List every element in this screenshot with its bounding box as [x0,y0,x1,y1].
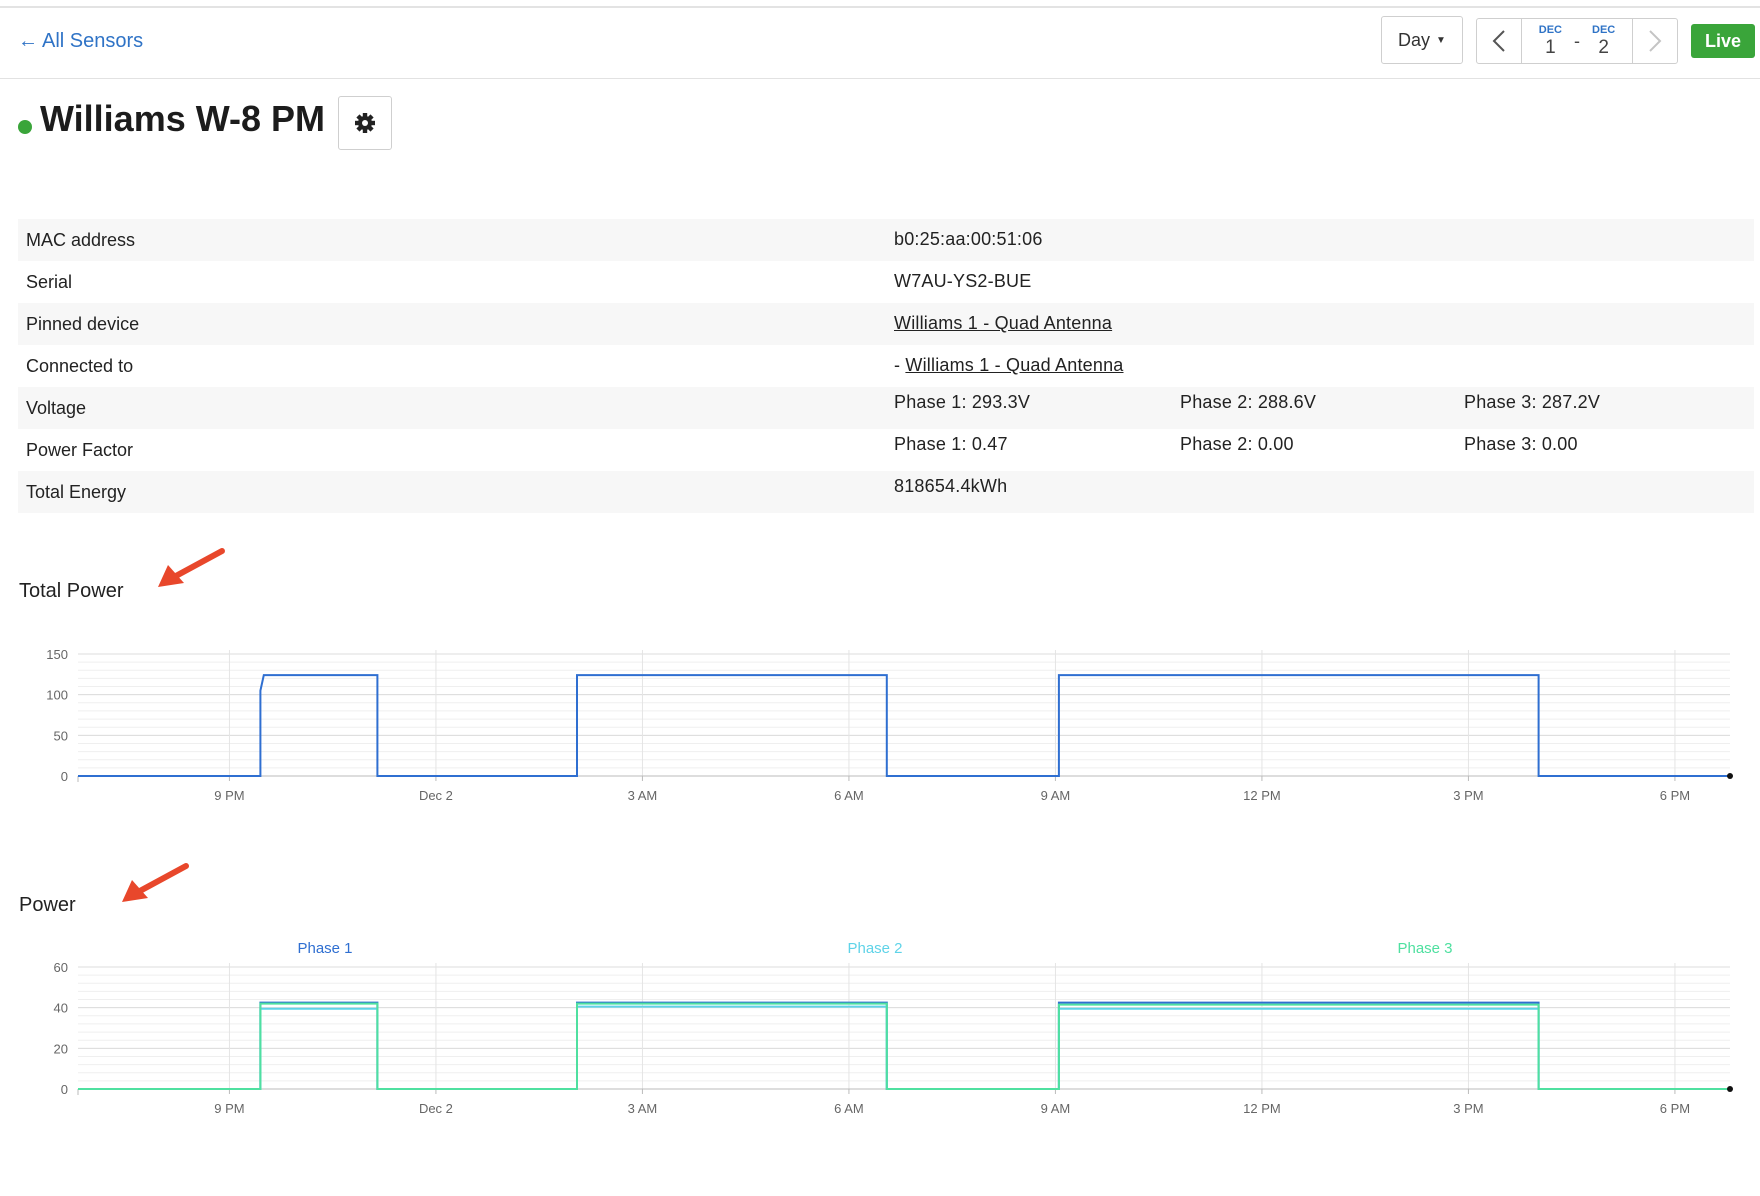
x-tick-label: 9 PM [214,1101,244,1116]
series-end-dot [1727,773,1733,779]
caret-down-icon: ▼ [1436,34,1446,46]
series-end-dot [1727,1086,1733,1092]
chevron-left-icon [1492,30,1505,52]
total-power-chart: 0 50 100 150 9 PM Dec 2 3 AM 6 AM 9 AM 12 PM 3 PM 6… [46,647,1733,803]
annotation-arrow-icon [122,863,189,902]
y-tick-label: 0 [61,769,68,784]
start-date-day: 1 [1545,37,1556,58]
voltage-phase-3: Phase 3: 287.2V [1464,392,1601,412]
info-row-energy: Total Energy 818654.4kWh [18,471,1754,513]
toolbar: ← All Sensors Day ▼ DEC 1 - DEC 2 Live [0,8,1760,79]
y-tick-label: 40 [54,1001,68,1016]
voltage-label: Voltage [26,398,87,418]
top-border [0,0,1760,8]
connected-value: - Williams 1 - Quad Antenna [894,355,1124,376]
voltage-phase-1: Phase 1: 293.3V [894,392,1031,412]
y-tick-label: 20 [54,1041,68,1056]
info-row-serial: Serial W7AU-YS2-BUE [18,261,1754,303]
info-row-mac: MAC address b0:25:aa:00:51:06 [18,219,1754,261]
gear-icon [355,113,375,133]
connected-prefix: - [894,355,901,375]
series-line-1 [78,674,1730,777]
start-date: DEC 1 [1538,24,1562,58]
range-select-value: Day [1398,29,1431,50]
sensor-info-table: MAC address b0:25:aa:00:51:06 Serial W7A… [18,219,1754,513]
energy-label: Total Energy [26,482,127,502]
all-sensors-label: All Sensors [42,30,144,52]
sensor-title: Williams W-8 PM [40,98,325,139]
total-power-title: Total Power [19,580,124,602]
date-separator: - [1574,30,1580,51]
annotation-arrow-icon [158,548,225,587]
chevron-right-icon [1649,30,1662,52]
info-row-voltage: Voltage Phase 1: 293.3V Phase 2: 288.6V … [18,387,1754,429]
connected-label: Connected to [26,356,134,376]
voltage-phase-2: Phase 2: 288.6V [1180,392,1317,412]
connected-device-link[interactable]: Williams 1 - Quad Antenna [905,355,1124,375]
x-tick-label: 9 PM [214,788,244,803]
mac-value: b0:25:aa:00:51:06 [894,229,1043,249]
pinned-label: Pinned device [26,314,140,334]
x-tick-label: 9 AM [1041,1101,1071,1116]
info-row-power-factor: Power Factor Phase 1: 0.47 Phase 2: 0.00… [18,429,1754,471]
y-tick-label: 150 [46,647,68,662]
end-date-day: 2 [1598,37,1609,58]
previous-range-button[interactable] [1477,19,1522,63]
x-tick-label: 12 PM [1243,788,1281,803]
power-factor-label: Power Factor [26,440,134,460]
next-range-button[interactable] [1632,19,1677,63]
y-tick-label: 0 [61,1082,68,1097]
back-arrow-icon: ← [18,30,38,52]
date-range-navigator: DEC 1 - DEC 2 [1476,18,1678,64]
legend-item-3: Phase 3 [1397,940,1452,957]
range-select[interactable]: Day ▼ [1381,16,1463,64]
status-indicator [18,120,32,134]
x-tick-label: 3 PM [1453,788,1483,803]
info-row-pinned: Pinned device Williams 1 - Quad Antenna [18,303,1754,345]
pinned-device-link[interactable]: Williams 1 - Quad Antenna [894,313,1113,333]
power-factor-phase-3: Phase 3: 0.00 [1464,434,1578,454]
power-factor-phase-2: Phase 2: 0.00 [1180,434,1294,454]
x-tick-label: 6 PM [1660,788,1690,803]
legend-item-1: Phase 1 [297,940,352,957]
date-range[interactable]: DEC 1 - DEC 2 [1522,19,1632,63]
info-row-connected: Connected to - Williams 1 - Quad Antenna [18,345,1754,387]
x-tick-label: 3 AM [628,788,658,803]
serial-value: W7AU-YS2-BUE [894,271,1032,291]
start-date-month: DEC [1538,24,1562,36]
mac-label: MAC address [26,230,136,250]
serial-label: Serial [26,272,73,292]
y-tick-label: 60 [54,960,68,975]
x-tick-label: Dec 2 [419,788,453,803]
x-tick-label: 6 PM [1660,1101,1690,1116]
power-chart: 0 20 40 60 9 PM Dec 2 3 AM 6 AM 9 AM 12 PM 3 PM 6 P… [54,940,1733,1116]
x-tick-label: 6 AM [834,1101,864,1116]
x-tick-label: 6 AM [834,788,864,803]
energy-value: 818654.4kWh [894,476,1008,496]
x-tick-label: 12 PM [1243,1101,1281,1116]
end-date: DEC 2 [1592,24,1616,58]
y-tick-label: 50 [54,728,68,743]
live-button[interactable]: Live [1691,24,1755,58]
power-title: Power [19,894,76,916]
legend-item-2: Phase 2 [847,940,902,957]
series-line-1 [78,1001,1730,1090]
power-factor-phase-1: Phase 1: 0.47 [894,434,1008,454]
x-tick-label: Dec 2 [419,1101,453,1116]
x-tick-label: 9 AM [1041,788,1071,803]
series-line-2 [78,1005,1730,1090]
all-sensors-link[interactable]: ← All Sensors [18,30,143,53]
y-tick-label: 100 [46,688,68,703]
series-line-3 [78,1002,1730,1090]
sensor-settings-button[interactable] [338,96,392,150]
end-date-month: DEC [1592,24,1616,36]
x-tick-label: 3 PM [1453,1101,1483,1116]
x-tick-label: 3 AM [628,1101,658,1116]
